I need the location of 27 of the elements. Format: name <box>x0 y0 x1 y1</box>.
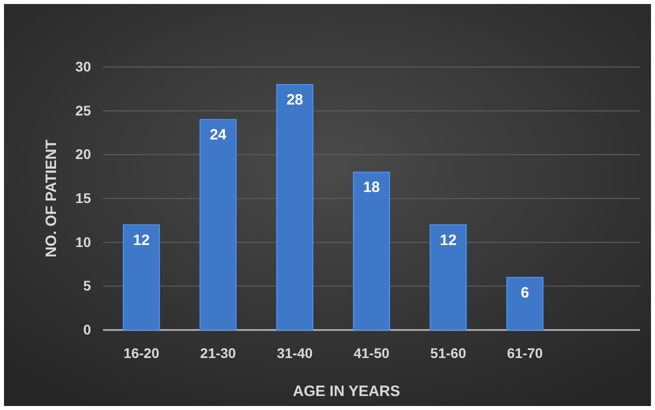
y-tick-label: 30 <box>75 58 92 74</box>
data-label: 12 <box>440 232 457 249</box>
x-tick-label: 31-40 <box>276 344 313 361</box>
y-tick-label: 0 <box>83 321 92 338</box>
bar <box>430 224 467 330</box>
y-tick-label: 20 <box>75 146 92 162</box>
bar <box>352 172 390 330</box>
y-tick-label: 25 <box>75 102 92 118</box>
data-label: 24 <box>210 126 228 144</box>
x-tick-label: 41-50 <box>354 344 390 361</box>
x-tick-label: 51-60 <box>430 344 466 361</box>
x-tick-label: 61-70 <box>507 344 544 361</box>
bar <box>276 84 314 330</box>
data-label: 12 <box>133 232 150 249</box>
y-tick-label: 10 <box>75 234 92 250</box>
x-tick-label: 16-20 <box>123 344 160 361</box>
y-tick-label: 5 <box>83 278 92 294</box>
bar <box>506 276 544 330</box>
data-label: 28 <box>286 92 304 109</box>
x-tick-label: 21-30 <box>200 344 236 361</box>
x-axis-title: AGE IN YEARS <box>292 383 400 400</box>
bar <box>122 224 160 330</box>
bar <box>200 119 237 330</box>
data-label: 6 <box>520 284 530 302</box>
data-label: 18 <box>363 179 380 196</box>
y-axis-title: NO. OF PATIENT <box>43 140 60 258</box>
y-tick-label: 15 <box>75 190 92 206</box>
